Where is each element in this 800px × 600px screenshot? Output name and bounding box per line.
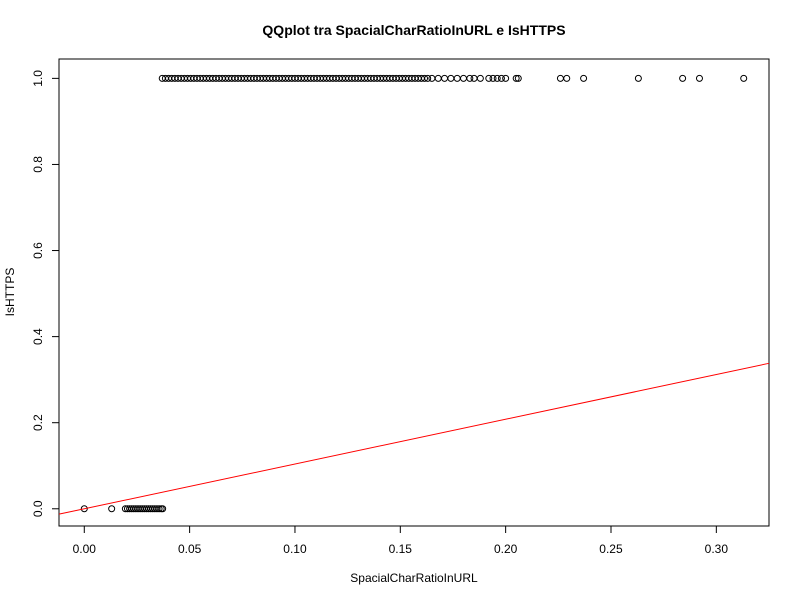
data-point (453, 74, 461, 82)
data-point (556, 74, 564, 82)
reference-line-segment (58, 362, 770, 515)
data-points (80, 74, 748, 513)
data-point (497, 74, 505, 82)
data-point (485, 74, 493, 82)
data-point (108, 505, 116, 513)
x-axis: 0.00 0.05 0.10 0.15 0.20 0.25 0.30 (73, 525, 729, 556)
data-point (460, 74, 468, 82)
x-tick-label: 0.30 (705, 542, 729, 556)
x-tick-label: 0.25 (599, 542, 623, 556)
data-point (155, 505, 163, 513)
x-tick-label: 0.15 (389, 542, 413, 556)
y-tick-label: 1.0 (31, 70, 45, 87)
data-point (428, 74, 436, 82)
x-tick-label: 0.05 (178, 542, 202, 556)
x-tick-label: 0.20 (494, 542, 518, 556)
data-point (512, 74, 520, 82)
chart-title: QQplot tra SpacialCharRatioInURL e IsHTT… (262, 22, 565, 38)
data-point (470, 74, 478, 82)
reference-line (58, 362, 770, 515)
data-point (493, 74, 501, 82)
data-point (434, 74, 442, 82)
data-point (502, 74, 510, 82)
y-tick-label: 0.4 (31, 328, 45, 345)
x-axis-label: SpacialCharRatioInURL (350, 571, 478, 585)
data-point (421, 74, 429, 82)
y-tick-label: 0.2 (31, 414, 45, 431)
data-point (424, 74, 432, 82)
data-point (740, 74, 748, 82)
data-point (159, 505, 167, 513)
data-point (679, 74, 687, 82)
data-point (441, 74, 449, 82)
plot-area-frame (58, 58, 770, 527)
y-tick-label: 0.6 (31, 242, 45, 259)
y-axis-label: IsHTTPS (3, 268, 17, 317)
data-point (80, 505, 88, 513)
data-point (563, 74, 571, 82)
y-tick-label: 0.0 (31, 500, 45, 517)
data-point (695, 74, 703, 82)
data-point (580, 74, 588, 82)
y-axis: 0.0 0.2 0.4 0.6 0.8 1.0 (31, 70, 60, 517)
data-point (634, 74, 642, 82)
data-point (514, 74, 522, 82)
data-point (466, 74, 474, 82)
y-tick-label: 0.8 (31, 156, 45, 173)
data-point (489, 74, 497, 82)
x-tick-label: 0.10 (283, 542, 307, 556)
x-tick-label: 0.00 (73, 542, 97, 556)
data-point (447, 74, 455, 82)
data-point (476, 74, 484, 82)
